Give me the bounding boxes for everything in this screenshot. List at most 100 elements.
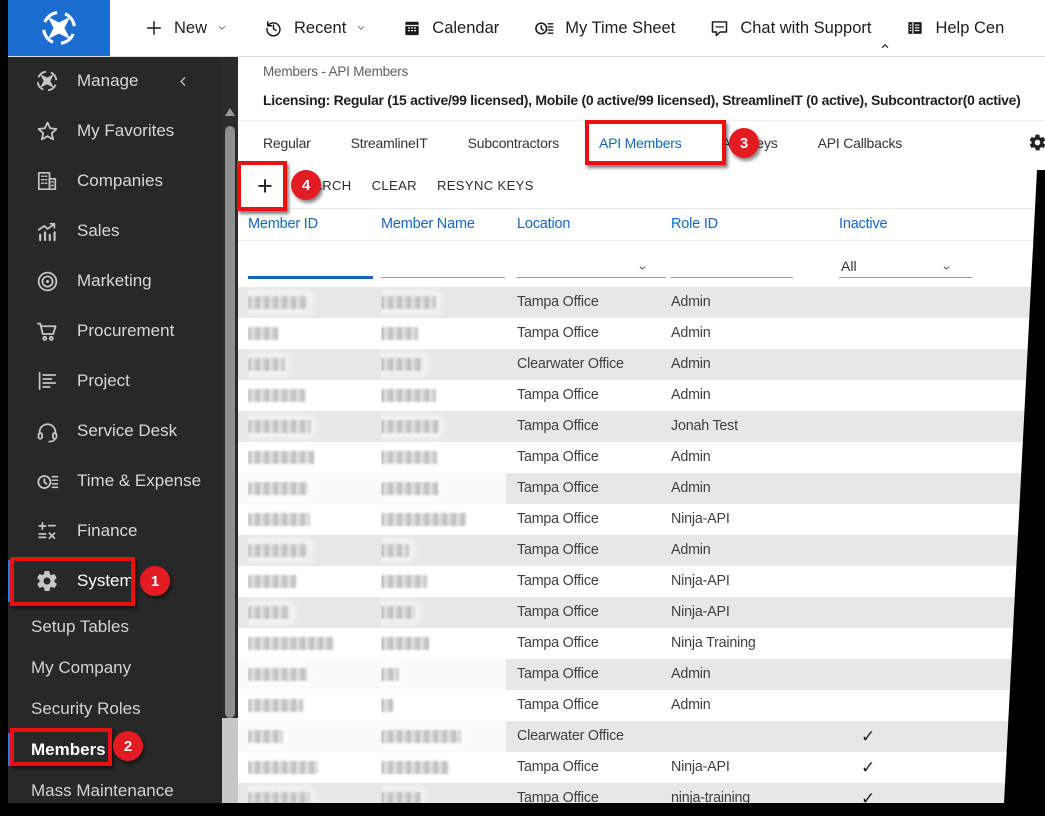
inactive-cell	[839, 318, 1045, 349]
location-cell: Tampa Office	[517, 542, 599, 558]
topbar-item-chat-with-support[interactable]: Chat with Support	[709, 18, 871, 39]
sidebar-item-project[interactable]: Project	[8, 356, 222, 406]
tab-api-callbacks[interactable]: API Callbacks	[817, 134, 903, 151]
inactive-filter-dropdown[interactable]: All	[839, 240, 1045, 287]
filter-row: All	[238, 240, 1045, 288]
table-row[interactable]: Tampa Office Admin	[238, 659, 1045, 690]
table-row[interactable]: Tampa Office Admin	[238, 690, 1045, 721]
sidebar-subitem-security-roles[interactable]: Security Roles	[8, 688, 222, 729]
tab-settings-gear-icon[interactable]	[1028, 133, 1045, 152]
location-cell: Tampa Office	[517, 759, 599, 775]
inactive-cell	[839, 473, 1045, 504]
table-row[interactable]: Tampa Office Ninja-API ✓	[238, 752, 1045, 783]
column-header-inactive[interactable]: Inactive	[839, 216, 888, 232]
sales-chart-icon	[34, 218, 60, 244]
member-name-cell	[381, 411, 517, 442]
table-row[interactable]: Tampa Office Ninja-API	[238, 566, 1045, 597]
table-row[interactable]: Tampa Office Admin	[238, 318, 1045, 349]
topbar-item-calendar[interactable]: Calendar	[402, 18, 499, 38]
member-id-filter-input[interactable]	[248, 240, 381, 287]
sidebar-subitem-members[interactable]: Members	[8, 729, 222, 770]
table-row[interactable]: Tampa Office Ninja-API	[238, 504, 1045, 535]
member-name-filter-input[interactable]	[381, 240, 517, 287]
table-row[interactable]: Tampa Office Ninja-API	[238, 597, 1045, 628]
role-id-filter-input[interactable]	[671, 240, 839, 287]
sidebar-item-system[interactable]: System	[8, 556, 222, 606]
buildings-icon	[34, 168, 60, 194]
table-row[interactable]: Clearwater Office Admin	[238, 349, 1045, 380]
compass-icon	[34, 68, 60, 94]
topbar-item-label: Recent	[294, 18, 347, 37]
location-cell: Tampa Office	[517, 573, 599, 589]
member-id-cell	[248, 380, 381, 411]
table-row[interactable]: Tampa Office Admin	[238, 442, 1045, 473]
table-row[interactable]: Tampa Office Admin	[238, 287, 1045, 318]
tab-api-members[interactable]: API Members	[598, 134, 682, 151]
topbar-item-new[interactable]: New	[144, 18, 229, 38]
scrollbar-track[interactable]	[222, 718, 238, 803]
tab-streamlineit[interactable]: StreamlineIT	[350, 134, 428, 151]
tab-regular[interactable]: Regular	[263, 134, 311, 151]
topbar-item-help-cen[interactable]: Help Cen	[905, 18, 1004, 38]
topbar-item-recent[interactable]: Recent	[263, 18, 368, 39]
sidebar-item-finance[interactable]: Finance	[8, 506, 222, 556]
table-row[interactable]: Clearwater Office ✓	[238, 721, 1045, 752]
sidebar-subitems: Setup Tables My Company Security Roles Memb…	[8, 606, 222, 811]
table-row[interactable]: Tampa Office Admin	[238, 473, 1045, 504]
sidebar-item-sales[interactable]: Sales	[8, 206, 222, 256]
member-name-cell	[381, 504, 517, 535]
member-id-cell	[248, 752, 381, 783]
table-row[interactable]: Tampa Office Admin	[238, 380, 1045, 411]
sidebar-item-service-desk[interactable]: Service Desk	[8, 406, 222, 456]
column-header-role-id[interactable]: Role ID	[671, 216, 718, 232]
location-filter-dropdown[interactable]	[517, 240, 671, 287]
sidebar-item-label: System	[77, 571, 134, 590]
add-member-button[interactable]: +	[257, 170, 273, 201]
role-id-cell: Admin	[671, 449, 711, 465]
location-cell: Tampa Office	[517, 790, 599, 806]
column-header-location[interactable]: Location	[517, 216, 571, 232]
tab-subcontractors[interactable]: Subcontractors	[467, 134, 560, 151]
sidebar-item-time-expense[interactable]: Time & Expense	[8, 456, 222, 506]
sidebar-items: My Favorites Companies Sales Marketing Procu…	[8, 106, 222, 606]
member-name-cell	[381, 442, 517, 473]
tabs-container: Regular StreamlineIT Subcontractors API Mem…	[263, 135, 902, 151]
scrollbar-thumb[interactable]	[225, 126, 235, 718]
sidebar-item-marketing[interactable]: Marketing	[8, 256, 222, 306]
table-header: Member ID Member Name Location Role ID I…	[238, 208, 1045, 241]
connectwise-logo[interactable]	[8, 0, 110, 56]
table-row[interactable]: Tampa Office Ninja Training	[238, 628, 1045, 659]
sidebar-subitem-label: Mass Maintenance	[31, 780, 174, 800]
tab-api-keys[interactable]: API Keys	[721, 134, 778, 151]
column-header-member-name[interactable]: Member Name	[381, 216, 475, 232]
location-cell: Tampa Office	[517, 635, 599, 651]
role-id-cell: Ninja-API	[671, 604, 730, 620]
clear-button[interactable]: CLEAR	[371, 178, 417, 193]
sidebar-subitem-setup-tables[interactable]: Setup Tables	[8, 606, 222, 647]
column-header-member-id[interactable]: Member ID	[248, 216, 318, 232]
sidebar-item-my-favorites[interactable]: My Favorites	[8, 106, 222, 156]
sidebar-item-label: Companies	[77, 171, 163, 190]
resync-keys-button[interactable]: RESYNC KEYS	[436, 178, 534, 193]
sidebar-subitem-my-company[interactable]: My Company	[8, 647, 222, 688]
calculator-icon	[34, 518, 60, 544]
inactive-checkmark-icon: ✓	[861, 727, 876, 746]
topbar-item-my-time-sheet[interactable]: My Time Sheet	[533, 17, 675, 39]
sidebar-item-companies[interactable]: Companies	[8, 156, 222, 206]
search-button[interactable]: SEARCH	[295, 178, 352, 193]
sidebar-subitem-mass-maintenance[interactable]: Mass Maintenance	[8, 770, 222, 811]
member-name-cell	[381, 318, 517, 349]
sidebar-item-procurement[interactable]: Procurement	[8, 306, 222, 356]
table-row[interactable]: Tampa Office Admin	[238, 535, 1045, 566]
breadcrumb: Members - API Members	[263, 64, 409, 79]
sidebar-header-label: Manage	[77, 71, 139, 90]
active-indicator-bar	[8, 733, 11, 766]
vertical-scrollbar[interactable]	[222, 56, 238, 803]
chevron-up-icon[interactable]	[877, 40, 893, 52]
sidebar-item-label: Marketing	[77, 271, 152, 290]
scrollbar-up-arrow[interactable]	[225, 108, 235, 116]
role-id-cell	[671, 721, 839, 752]
chevron-left-icon[interactable]	[170, 68, 196, 94]
table-row[interactable]: Tampa Office Jonah Test	[238, 411, 1045, 442]
sidebar-header-manage[interactable]: Manage	[8, 56, 222, 106]
